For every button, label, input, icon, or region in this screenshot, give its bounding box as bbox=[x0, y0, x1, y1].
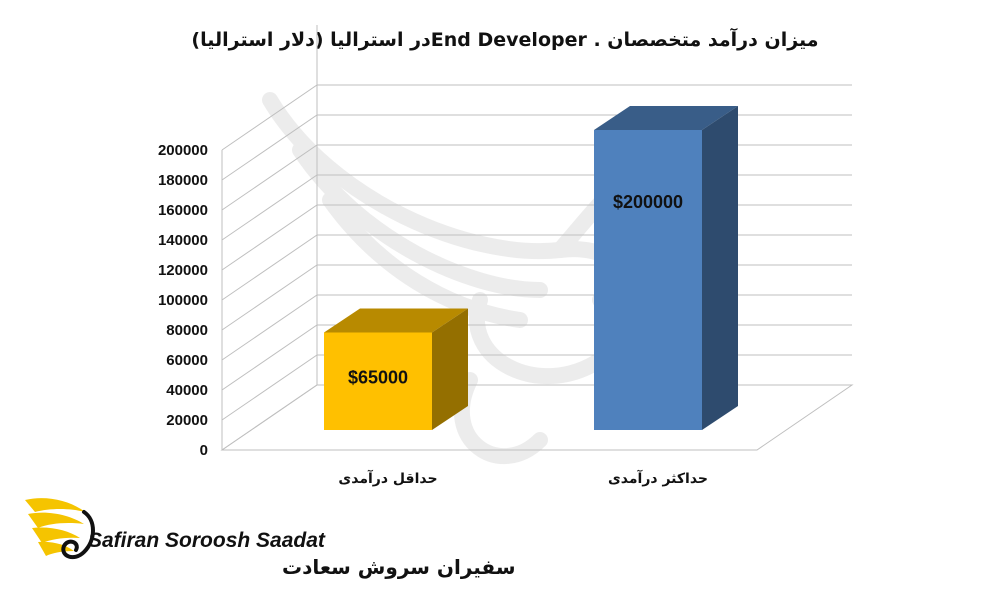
bar: $65000 bbox=[324, 308, 468, 430]
bar-front bbox=[324, 332, 432, 430]
gridlines bbox=[221, 25, 852, 451]
bar-top bbox=[324, 308, 468, 333]
bar-side bbox=[432, 308, 468, 430]
logo-persian-text: سفیران سروش سعادت bbox=[282, 555, 516, 579]
y-tick-label: 60000 bbox=[166, 352, 208, 369]
y-tick-label: 40000 bbox=[166, 382, 208, 399]
category-label: حداقل درآمدی bbox=[338, 469, 437, 487]
bar-front bbox=[594, 130, 702, 430]
y-tick-label: 160000 bbox=[158, 202, 208, 219]
y-tick-label: 140000 bbox=[158, 232, 208, 249]
x-axis-labels: حداقل درآمدی حداکثر درآمدی bbox=[338, 469, 708, 487]
y-tick-label: 100000 bbox=[158, 292, 208, 309]
y-axis-ticks: 0 20000 40000 60000 80000 100000 120000 140000 1… bbox=[158, 142, 208, 459]
floor-outline bbox=[220, 384, 854, 451]
bar-top bbox=[594, 106, 738, 130]
data-label: $200000 bbox=[613, 192, 683, 212]
category-label: حداکثر درآمدی bbox=[608, 469, 708, 487]
logo-latin-text: Safiran Soroosh Saadat bbox=[88, 529, 326, 552]
chart-title: میزان درآمد متخصصان . End Developerدر اس… bbox=[191, 27, 818, 51]
logo: Safiran Soroosh Saadat سفیران سروش سعادت bbox=[25, 498, 516, 579]
bars: $65000 $200000 bbox=[324, 106, 738, 430]
logo-swirl-icon bbox=[61, 510, 95, 560]
data-label: $65000 bbox=[348, 367, 408, 387]
y-tick-label: 120000 bbox=[158, 262, 208, 279]
y-tick-label: 80000 bbox=[166, 322, 208, 339]
y-tick-label: 200000 bbox=[158, 142, 208, 159]
y-tick-label: 0 bbox=[200, 442, 208, 459]
y-tick-label: 20000 bbox=[166, 412, 208, 429]
bar: $200000 bbox=[594, 106, 738, 430]
chart-floor bbox=[220, 384, 854, 451]
y-tick-label: 180000 bbox=[158, 172, 208, 189]
logo-wing-icon bbox=[25, 498, 85, 556]
bar-side bbox=[702, 106, 738, 430]
